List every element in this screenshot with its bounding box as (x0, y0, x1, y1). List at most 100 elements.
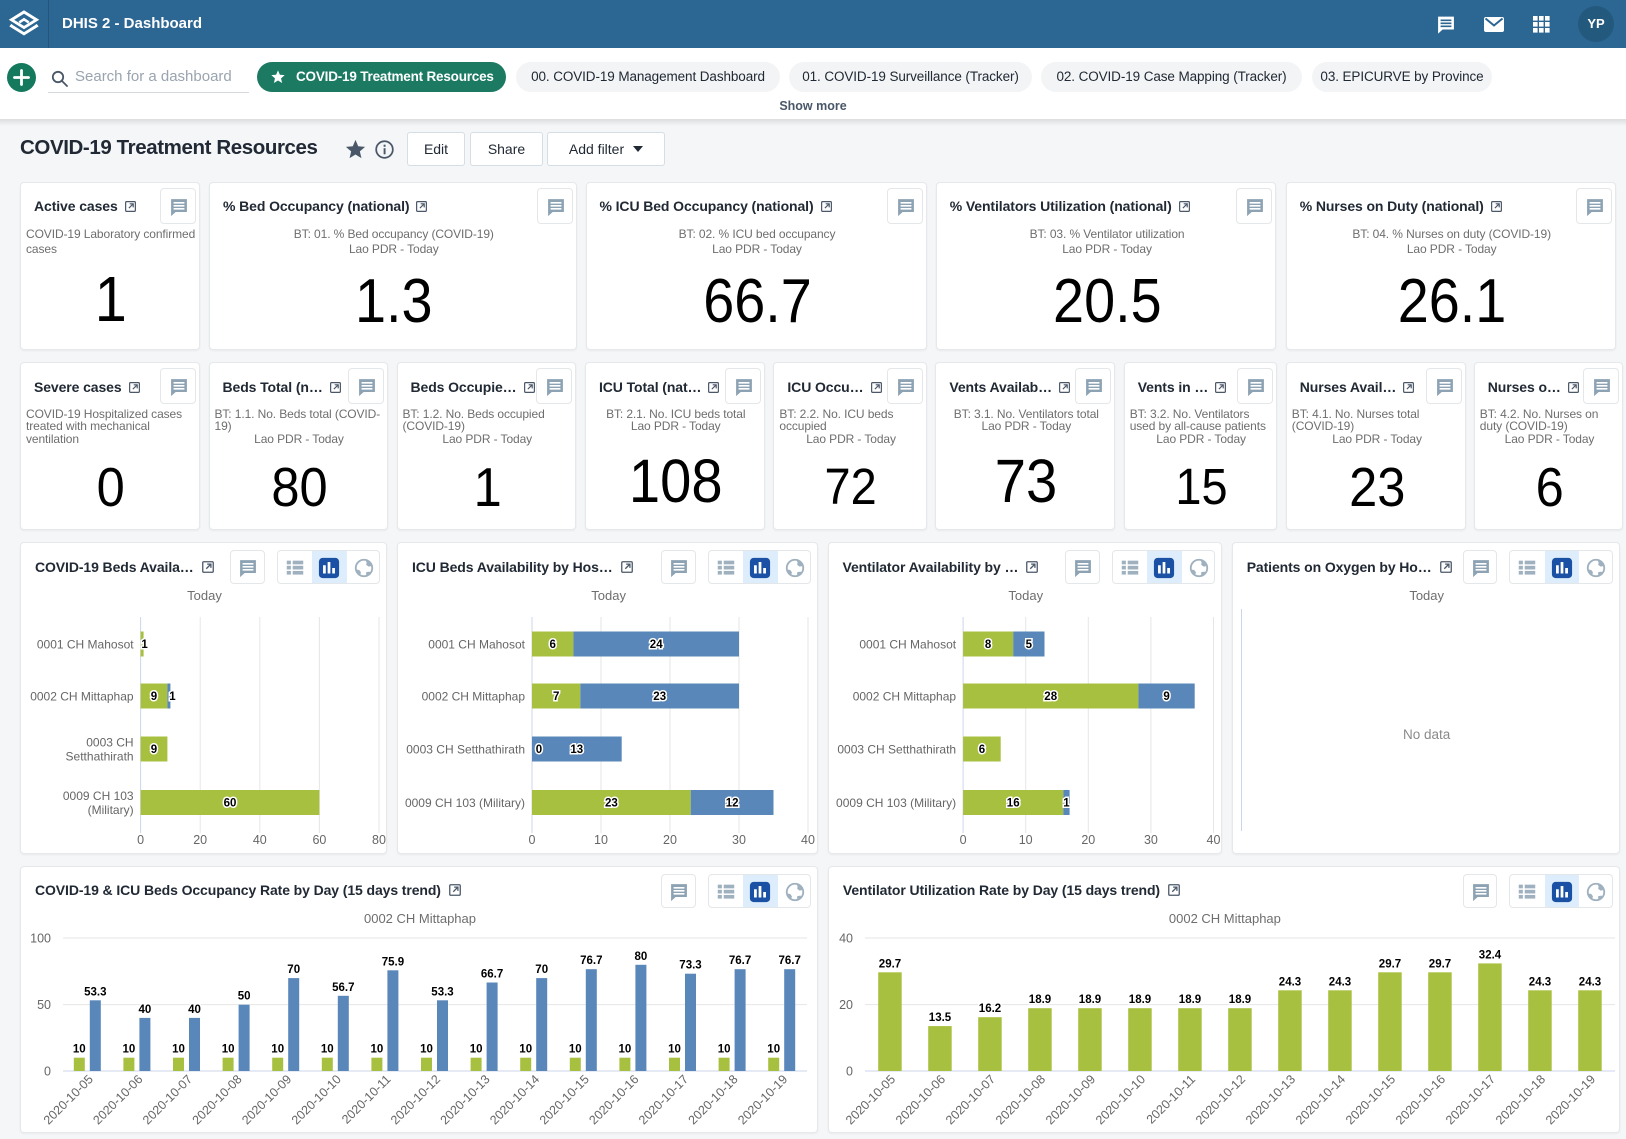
svg-text:0002 CH Mittaphap: 0002 CH Mittaphap (30, 690, 134, 704)
svg-text:7: 7 (553, 691, 559, 703)
svg-text:53.3: 53.3 (431, 986, 453, 998)
svg-text:2020-10-13: 2020-10-13 (1243, 1072, 1298, 1127)
svg-text:10: 10 (172, 1044, 185, 1056)
svg-text:18.9: 18.9 (1079, 994, 1101, 1006)
svg-text:10: 10 (271, 1044, 284, 1056)
svg-text:2020-10-15: 2020-10-15 (537, 1072, 592, 1127)
svg-text:2020-10-18: 2020-10-18 (1493, 1072, 1548, 1127)
svg-text:10: 10 (73, 1044, 86, 1056)
svg-text:73.3: 73.3 (679, 960, 701, 972)
svg-text:2020-10-08: 2020-10-08 (190, 1072, 245, 1127)
svg-text:18.9: 18.9 (1229, 994, 1251, 1006)
svg-text:0002 CH Mittaphap: 0002 CH Mittaphap (422, 690, 526, 704)
svg-text:16: 16 (1006, 798, 1019, 810)
svg-text:20: 20 (1081, 833, 1095, 847)
svg-text:30: 30 (1143, 833, 1157, 847)
svg-text:2020-10-17: 2020-10-17 (1443, 1072, 1498, 1127)
svg-text:24.3: 24.3 (1579, 976, 1601, 988)
svg-text:29.7: 29.7 (879, 958, 901, 970)
svg-text:60: 60 (224, 798, 237, 810)
svg-text:0001 CH Mahosot: 0001 CH Mahosot (859, 638, 956, 652)
svg-text:0009 CH 103 (Military): 0009 CH 103 (Military) (836, 796, 956, 810)
svg-text:10: 10 (1018, 833, 1032, 847)
svg-text:6: 6 (978, 744, 984, 756)
svg-text:10: 10 (519, 1044, 532, 1056)
svg-text:0: 0 (536, 744, 542, 756)
svg-text:16.2: 16.2 (979, 1003, 1001, 1015)
svg-text:2020-10-12: 2020-10-12 (388, 1072, 443, 1127)
svg-text:13.5: 13.5 (929, 1012, 952, 1024)
svg-text:9: 9 (151, 744, 157, 756)
svg-text:2020-10-14: 2020-10-14 (1293, 1072, 1348, 1127)
svg-text:10: 10 (222, 1044, 235, 1056)
svg-text:70: 70 (287, 964, 300, 976)
svg-text:24.3: 24.3 (1279, 976, 1301, 988)
svg-text:12: 12 (726, 798, 739, 810)
svg-text:80: 80 (372, 833, 386, 847)
svg-text:2020-10-16: 2020-10-16 (1393, 1072, 1448, 1127)
svg-text:Setthathirath: Setthathirath (66, 750, 134, 764)
svg-text:0002 CH Mittaphap: 0002 CH Mittaphap (852, 690, 956, 704)
svg-text:60: 60 (312, 833, 326, 847)
svg-text:2020-10-12: 2020-10-12 (1193, 1072, 1248, 1127)
svg-text:9: 9 (1163, 691, 1169, 703)
svg-text:50: 50 (37, 998, 51, 1012)
svg-text:24.3: 24.3 (1529, 976, 1551, 988)
svg-text:66.7: 66.7 (481, 969, 503, 981)
svg-text:2020-10-05: 2020-10-05 (41, 1072, 96, 1127)
svg-text:2020-10-13: 2020-10-13 (438, 1072, 493, 1127)
svg-text:10: 10 (420, 1044, 433, 1056)
svg-text:1: 1 (1063, 798, 1070, 810)
svg-text:1: 1 (141, 639, 148, 651)
svg-text:32.4: 32.4 (1479, 949, 1502, 961)
svg-text:2020-10-11: 2020-10-11 (339, 1072, 393, 1126)
svg-text:30: 30 (732, 833, 746, 847)
svg-text:0001 CH Mahosot: 0001 CH Mahosot (37, 638, 134, 652)
svg-text:18.9: 18.9 (1129, 994, 1151, 1006)
svg-text:80: 80 (635, 951, 648, 963)
svg-text:2020-10-09: 2020-10-09 (1043, 1072, 1098, 1127)
svg-text:50: 50 (238, 991, 251, 1003)
svg-text:10: 10 (470, 1044, 483, 1056)
svg-text:24.3: 24.3 (1329, 976, 1351, 988)
svg-text:0009 CH 103: 0009 CH 103 (63, 789, 134, 803)
svg-text:76.7: 76.7 (729, 955, 751, 967)
svg-text:56.7: 56.7 (332, 982, 354, 994)
svg-text:2020-10-19: 2020-10-19 (735, 1072, 790, 1127)
svg-text:40: 40 (139, 1004, 152, 1016)
svg-text:2020-10-08: 2020-10-08 (993, 1072, 1048, 1127)
svg-text:(Military): (Military) (88, 803, 134, 817)
svg-text:100: 100 (30, 932, 51, 946)
svg-text:0003 CH Setthathirath: 0003 CH Setthathirath (837, 743, 956, 757)
svg-text:40: 40 (188, 1004, 201, 1016)
svg-text:20: 20 (663, 833, 677, 847)
svg-text:5: 5 (1025, 639, 1032, 651)
svg-text:2020-10-07: 2020-10-07 (943, 1072, 998, 1127)
svg-text:2020-10-05: 2020-10-05 (843, 1072, 898, 1127)
svg-text:10: 10 (594, 833, 608, 847)
svg-text:10: 10 (668, 1044, 681, 1056)
svg-text:76.7: 76.7 (779, 955, 801, 967)
svg-text:40: 40 (839, 932, 853, 946)
svg-text:1: 1 (169, 691, 176, 703)
svg-text:2020-10-10: 2020-10-10 (289, 1072, 344, 1127)
svg-text:10: 10 (371, 1044, 384, 1056)
svg-text:2020-10-15: 2020-10-15 (1343, 1072, 1398, 1127)
svg-text:0009 CH 103 (Military): 0009 CH 103 (Military) (405, 796, 525, 810)
svg-text:2020-10-16: 2020-10-16 (586, 1072, 641, 1127)
svg-text:0003 CH Setthathirath: 0003 CH Setthathirath (406, 743, 525, 757)
svg-text:29.7: 29.7 (1379, 958, 1401, 970)
svg-text:18.9: 18.9 (1029, 994, 1051, 1006)
svg-text:70: 70 (535, 964, 548, 976)
svg-text:24: 24 (650, 639, 663, 651)
svg-text:10: 10 (718, 1044, 731, 1056)
svg-text:2020-10-19: 2020-10-19 (1543, 1072, 1598, 1127)
svg-text:0: 0 (959, 833, 966, 847)
svg-text:10: 10 (767, 1044, 780, 1056)
svg-text:13: 13 (570, 744, 583, 756)
svg-text:40: 40 (801, 833, 815, 847)
svg-text:2020-10-17: 2020-10-17 (636, 1072, 691, 1127)
svg-text:40: 40 (253, 833, 267, 847)
svg-text:23: 23 (605, 798, 618, 810)
svg-text:2020-10-09: 2020-10-09 (239, 1072, 294, 1127)
